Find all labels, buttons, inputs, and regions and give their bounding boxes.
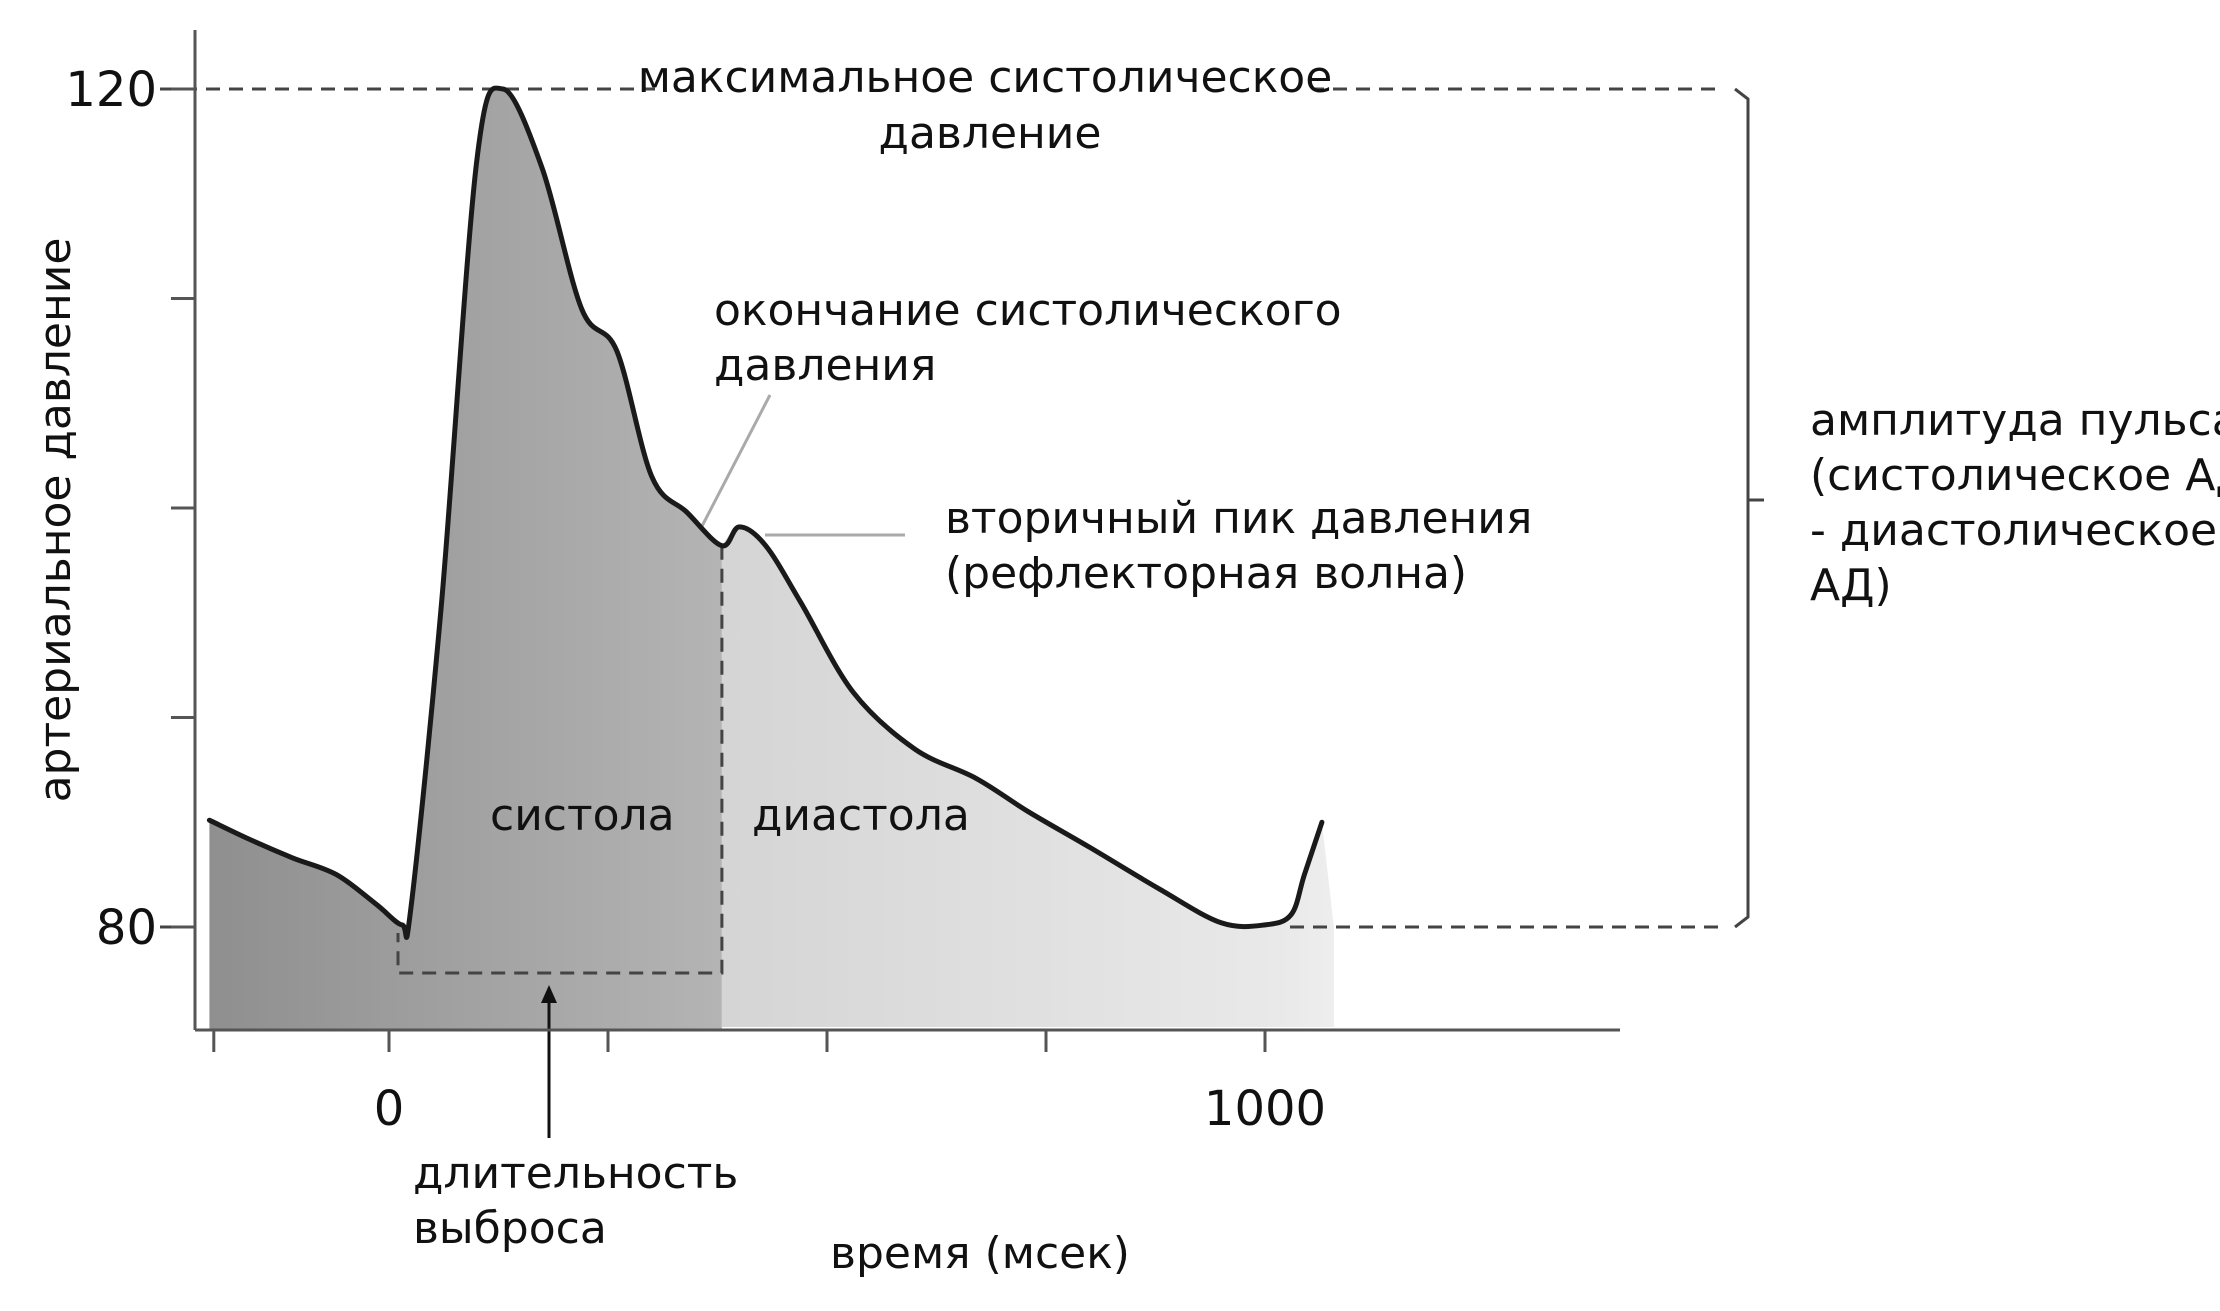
systole-area bbox=[209, 87, 722, 1031]
y-tick-label-80: 80 bbox=[96, 900, 157, 956]
y-tick-label-120: 120 bbox=[65, 62, 157, 118]
x-tick-label-1000: 1000 bbox=[1204, 1081, 1326, 1137]
pulse-amplitude-label-line3: - диастолическое bbox=[1810, 505, 2217, 556]
ejection-duration-label-line1: длительность bbox=[413, 1148, 738, 1199]
max-systolic-label-line2: давление bbox=[879, 108, 1102, 159]
secondary-peak-label-line1: вторичный пик давления bbox=[945, 493, 1532, 544]
guide-layer bbox=[160, 87, 1764, 1138]
max-systolic-label-line1: максимальное систолическое bbox=[638, 52, 1333, 103]
ticks: 80 120 0 1000 bbox=[65, 62, 1326, 1137]
x-axis-title: время (мсек) bbox=[830, 1228, 1130, 1279]
y-axis-title: артериальное давление bbox=[30, 238, 81, 803]
end-systolic-label: окончание систолического давления bbox=[714, 285, 1342, 391]
pulse-amplitude-label-line2: (систолическое АД bbox=[1810, 450, 2220, 501]
x-tick-label-0: 0 bbox=[374, 1081, 405, 1137]
pulse-amplitude-label: амплитуда пульса (систолическое АД - диа… bbox=[1810, 395, 2220, 611]
end-systolic-label-line2: давления bbox=[714, 340, 936, 391]
pressure-curve-series bbox=[206, 85, 1325, 940]
amplitude-bracket bbox=[1734, 87, 1750, 929]
systole-label: систола bbox=[490, 790, 675, 841]
end-systolic-label-line1: окончание систолического bbox=[714, 285, 1342, 336]
pulse-amplitude-label-line4: АД) bbox=[1810, 560, 1892, 611]
pulse-amplitude-label-line1: амплитуда пульса bbox=[1810, 395, 2220, 446]
secondary-peak-label-line2: (рефлекторная волна) bbox=[945, 548, 1467, 599]
systole-bracket-dashed bbox=[396, 545, 724, 975]
ejection-duration-label: длительность выброса bbox=[413, 1148, 738, 1254]
axes bbox=[193, 30, 1620, 1032]
ejection-duration-arrowhead bbox=[541, 985, 557, 1003]
max-systolic-label: максимальное систолическое давление bbox=[638, 50, 1333, 165]
end-systolic-pointer bbox=[698, 394, 772, 531]
ejection-duration-label-line2: выброса bbox=[413, 1203, 607, 1254]
max-systolic-label-mask bbox=[655, 50, 1315, 165]
secondary-peak-label: вторичный пик давления (рефлекторная вол… bbox=[945, 493, 1532, 599]
diastole-label: диастола bbox=[752, 790, 970, 841]
diastole-area bbox=[721, 526, 1334, 1027]
